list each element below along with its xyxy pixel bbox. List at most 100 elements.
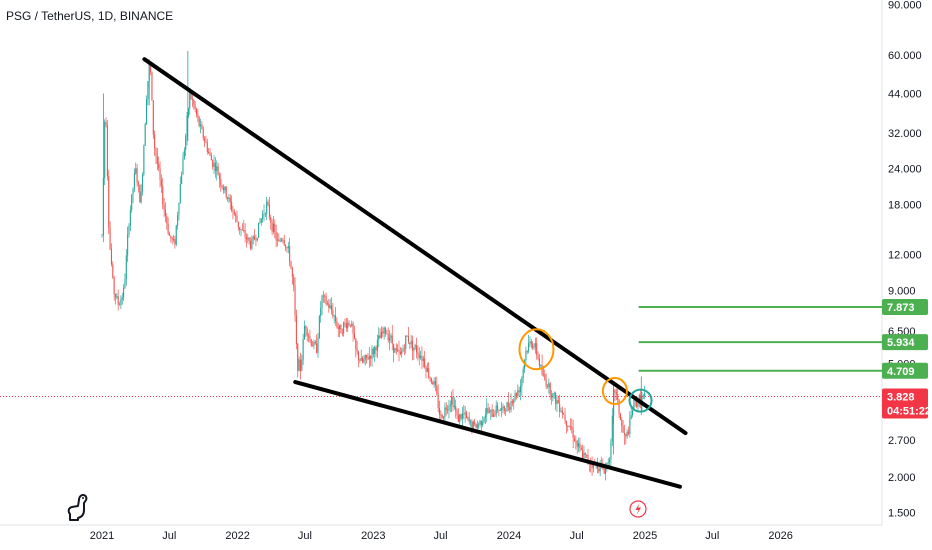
candle[interactable]	[457, 408, 459, 423]
candle[interactable]	[464, 406, 466, 423]
candle[interactable]	[179, 176, 181, 204]
candle[interactable]	[368, 346, 370, 368]
candle[interactable]	[347, 318, 349, 333]
candle[interactable]	[123, 284, 125, 302]
candle[interactable]	[407, 326, 409, 345]
candle[interactable]	[402, 344, 404, 353]
candle[interactable]	[125, 249, 127, 286]
candle[interactable]	[521, 376, 523, 396]
candle[interactable]	[308, 332, 310, 343]
candle[interactable]	[486, 398, 488, 423]
candle[interactable]	[644, 385, 646, 400]
candle[interactable]	[213, 155, 215, 174]
candle[interactable]	[162, 177, 164, 210]
candle[interactable]	[106, 120, 108, 181]
candle[interactable]	[510, 393, 512, 413]
candle[interactable]	[202, 126, 204, 141]
candle[interactable]	[382, 327, 384, 338]
candle[interactable]	[294, 277, 296, 322]
candle[interactable]	[329, 298, 331, 310]
candle[interactable]	[281, 237, 283, 243]
candle[interactable]	[576, 440, 578, 455]
candle[interactable]	[434, 376, 436, 392]
candle[interactable]	[364, 354, 366, 366]
candle[interactable]	[578, 437, 580, 453]
candle[interactable]	[222, 184, 225, 194]
candle[interactable]	[187, 107, 189, 119]
candle[interactable]	[378, 327, 380, 348]
candle[interactable]	[212, 159, 214, 170]
candle[interactable]	[544, 369, 546, 381]
candle[interactable]	[276, 232, 279, 247]
circle-retest[interactable]	[628, 388, 653, 413]
candle[interactable]	[340, 323, 342, 334]
candle[interactable]	[359, 358, 361, 364]
candle[interactable]	[198, 116, 200, 128]
candle[interactable]	[619, 412, 621, 421]
candle[interactable]	[268, 197, 270, 221]
candle[interactable]	[618, 398, 620, 419]
candle[interactable]	[390, 333, 392, 343]
candle[interactable]	[260, 217, 262, 226]
candle[interactable]	[460, 413, 462, 421]
candle[interactable]	[159, 161, 161, 188]
candle[interactable]	[241, 223, 243, 231]
candle[interactable]	[131, 194, 133, 213]
candle[interactable]	[571, 418, 573, 434]
lower-trendline[interactable]	[293, 380, 682, 489]
candle[interactable]	[438, 400, 441, 421]
candle[interactable]	[517, 384, 519, 399]
candle[interactable]	[444, 402, 446, 423]
candle[interactable]	[448, 399, 450, 419]
candle[interactable]	[220, 172, 222, 192]
candle[interactable]	[349, 324, 351, 328]
candle[interactable]	[228, 194, 230, 203]
candle[interactable]	[569, 418, 571, 431]
candle[interactable]	[424, 351, 426, 369]
candle[interactable]	[395, 343, 397, 355]
candle[interactable]	[287, 242, 289, 254]
candle[interactable]	[556, 395, 558, 413]
candle[interactable]	[137, 180, 139, 193]
candle[interactable]	[383, 326, 385, 340]
candle[interactable]	[519, 379, 522, 401]
candle[interactable]	[248, 237, 250, 245]
candle[interactable]	[290, 260, 292, 270]
candle[interactable]	[205, 135, 207, 144]
candle[interactable]	[372, 346, 374, 358]
candle[interactable]	[141, 172, 144, 196]
candle[interactable]	[380, 326, 382, 339]
candle[interactable]	[314, 339, 316, 345]
candle[interactable]	[611, 408, 613, 447]
candle[interactable]	[447, 405, 449, 414]
candle[interactable]	[379, 328, 381, 339]
candle[interactable]	[538, 353, 540, 368]
candle[interactable]	[336, 317, 338, 329]
candle[interactable]	[525, 346, 527, 367]
candle[interactable]	[565, 420, 567, 434]
candle[interactable]	[615, 388, 617, 401]
candle[interactable]	[572, 419, 574, 449]
circle-breakout-1[interactable]	[518, 328, 555, 371]
candle[interactable]	[263, 204, 265, 222]
candle[interactable]	[429, 376, 431, 382]
highlight-circles[interactable]	[518, 328, 653, 413]
candle[interactable]	[362, 355, 364, 364]
candle[interactable]	[579, 437, 581, 453]
upper-trendline[interactable]	[142, 57, 688, 436]
candle[interactable]	[463, 405, 465, 420]
candle[interactable]	[627, 426, 630, 436]
candle[interactable]	[298, 356, 300, 372]
candle[interactable]	[124, 273, 126, 289]
candle[interactable]	[101, 233, 103, 238]
candle[interactable]	[239, 226, 241, 235]
candle[interactable]	[468, 411, 470, 425]
candle[interactable]	[139, 184, 141, 203]
candle[interactable]	[117, 289, 119, 311]
candle[interactable]	[333, 314, 335, 324]
candle[interactable]	[183, 147, 185, 160]
candle[interactable]	[474, 418, 476, 427]
candle[interactable]	[503, 405, 505, 415]
candle[interactable]	[393, 343, 395, 363]
target-levels[interactable]	[638, 305, 882, 372]
